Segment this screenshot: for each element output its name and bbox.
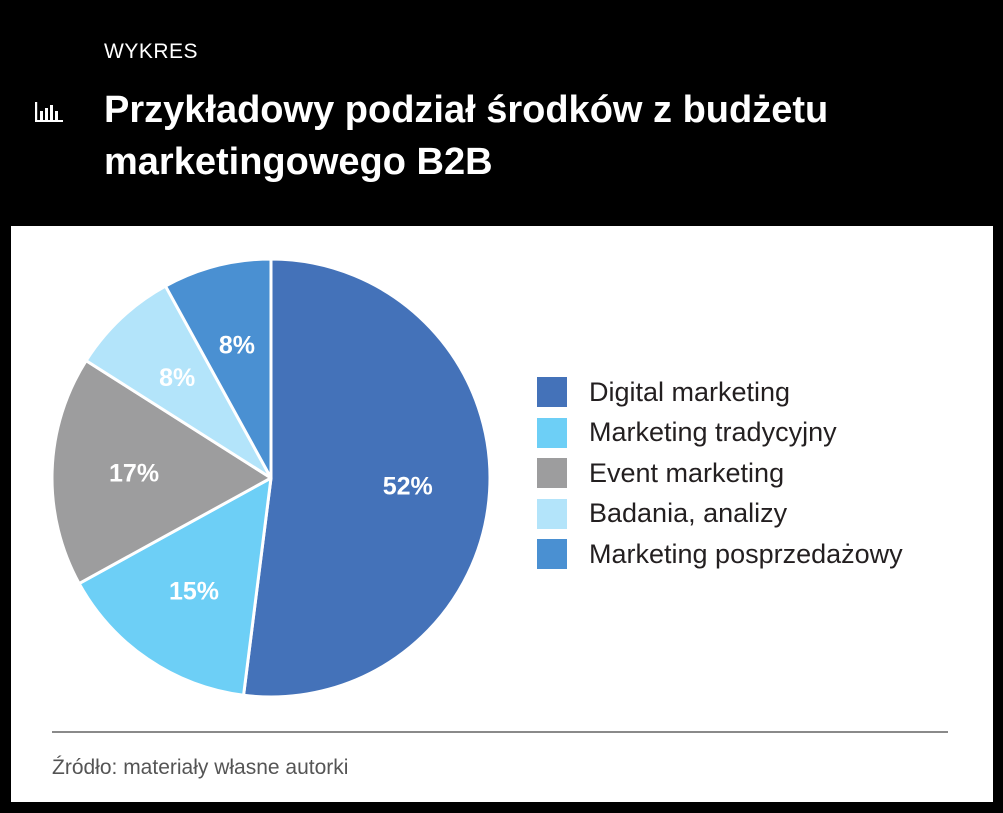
legend-label: Badania, analizy [589,498,788,529]
data-label: 8% [159,364,195,392]
legend: Digital marketing Marketing tradycyjny E… [537,372,903,575]
bar-chart-icon [35,102,63,122]
legend-item: Marketing tradycyjny [537,413,903,454]
legend-item: Badania, analizy [537,494,903,535]
legend-swatch [537,377,567,408]
pie-chart: 52% 15% 17% 8% 8% [50,257,492,699]
chart-title: Przykładowy podział środków z budżetu ma… [104,89,829,183]
kicker: WYKRES [104,40,199,63]
data-label: 15% [169,577,219,605]
pie-slice [50,359,273,586]
legend-swatch [537,458,567,489]
pie-slice [77,476,273,697]
legend-item: Event marketing [537,453,903,494]
legend-label: Marketing posprzedażowy [589,538,903,569]
legend-label: Marketing tradycyjny [589,417,837,448]
legend-label: Event marketing [589,457,785,488]
legend-label: Digital marketing [589,376,791,407]
data-label: 52% [383,473,433,501]
legend-swatch [537,539,567,570]
chart-panel: 52% 15% 17% 8% 8% Digital marketing Marketin… [11,226,993,802]
legend-swatch [537,498,567,529]
legend-swatch [537,417,567,448]
data-label: 17% [109,460,159,488]
legend-item: Marketing posprzedażowy [537,534,903,575]
pie-slice [242,257,492,699]
data-label: 8% [219,331,255,359]
pie-slice [84,284,273,480]
pie-slice [163,257,273,480]
divider [52,731,948,733]
legend-item: Digital marketing [537,372,903,413]
source-note: Źródło: materiały własne autorki [52,756,349,779]
